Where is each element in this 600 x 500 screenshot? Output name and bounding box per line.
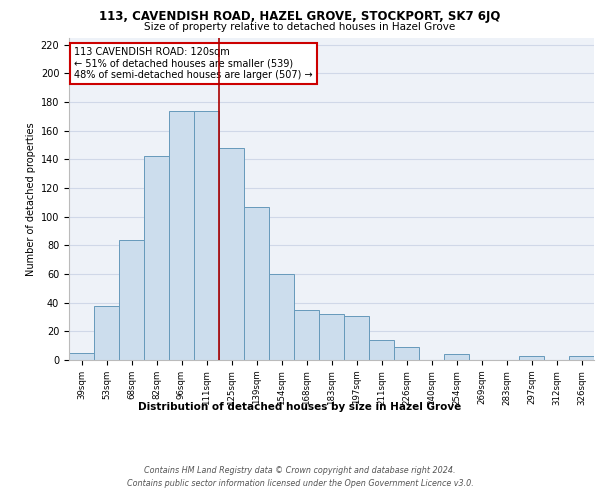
Bar: [369, 340, 394, 360]
Text: 113 CAVENDISH ROAD: 120sqm
← 51% of detached houses are smaller (539)
48% of sem: 113 CAVENDISH ROAD: 120sqm ← 51% of deta…: [74, 47, 313, 80]
Bar: [344, 316, 369, 360]
Bar: [394, 347, 419, 360]
Bar: [294, 310, 319, 360]
Text: Contains HM Land Registry data © Crown copyright and database right 2024.: Contains HM Land Registry data © Crown c…: [144, 466, 456, 475]
Bar: [269, 274, 294, 360]
Bar: [194, 110, 219, 360]
Bar: [94, 306, 119, 360]
Text: Size of property relative to detached houses in Hazel Grove: Size of property relative to detached ho…: [145, 22, 455, 32]
Bar: [119, 240, 144, 360]
Bar: [169, 110, 194, 360]
Bar: [444, 354, 469, 360]
Text: Contains public sector information licensed under the Open Government Licence v3: Contains public sector information licen…: [127, 478, 473, 488]
Bar: [319, 314, 344, 360]
Bar: [219, 148, 244, 360]
Bar: [569, 356, 594, 360]
Bar: [519, 356, 544, 360]
Bar: [69, 353, 94, 360]
Bar: [244, 206, 269, 360]
Text: 113, CAVENDISH ROAD, HAZEL GROVE, STOCKPORT, SK7 6JQ: 113, CAVENDISH ROAD, HAZEL GROVE, STOCKP…: [100, 10, 500, 23]
Text: Distribution of detached houses by size in Hazel Grove: Distribution of detached houses by size …: [139, 402, 461, 412]
Bar: [144, 156, 169, 360]
Y-axis label: Number of detached properties: Number of detached properties: [26, 122, 37, 276]
